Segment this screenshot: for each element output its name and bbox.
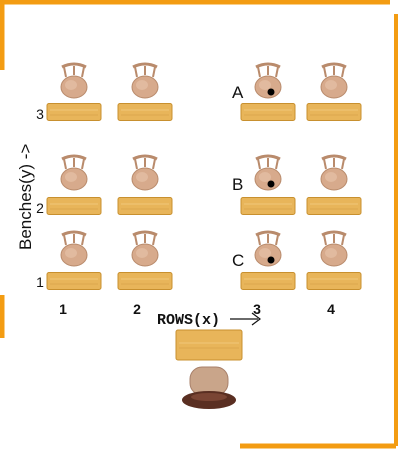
chair-icon — [320, 154, 348, 191]
position-label: C — [232, 251, 244, 270]
desk-icon — [240, 103, 296, 121]
chair-icon — [320, 230, 348, 267]
chair-icon — [254, 154, 282, 191]
x-axis-ticks: 1 2 3 4 — [59, 301, 335, 317]
chair-icon — [60, 230, 88, 267]
desk-icon — [46, 197, 102, 215]
chair-icon — [60, 62, 88, 99]
desk-icon — [117, 272, 173, 290]
y-tick-label: 2 — [36, 200, 44, 216]
chair-icon — [254, 62, 282, 99]
teacher-chair-icon — [182, 366, 236, 409]
y-axis-label: Benches(y) -> — [16, 144, 35, 250]
seat-grid — [46, 62, 362, 290]
desk-icon — [117, 197, 173, 215]
chair-icon — [60, 154, 88, 191]
teacher-area — [175, 329, 243, 409]
arrow-right-icon — [230, 312, 261, 326]
chair-icon — [131, 62, 159, 99]
wall-top-left — [0, 0, 390, 70]
desk-icon — [46, 272, 102, 290]
x-axis-label: ROWS(x) — [157, 312, 220, 329]
desk-icon — [46, 103, 102, 121]
x-tick-label: 2 — [133, 301, 141, 317]
position-label: B — [232, 175, 243, 194]
position-markers: A B C — [232, 83, 275, 270]
y-axis-ticks: 1 2 3 — [36, 106, 44, 290]
position-dot — [267, 88, 275, 96]
x-tick-label: 4 — [327, 301, 335, 317]
desk-icon — [240, 272, 296, 290]
desk-icon — [240, 197, 296, 215]
x-tick-label: 3 — [253, 301, 261, 317]
x-tick-label: 1 — [59, 301, 67, 317]
y-tick-label: 3 — [36, 106, 44, 122]
chair-icon — [131, 154, 159, 191]
teacher-desk-icon — [175, 329, 243, 361]
position-dot — [267, 256, 275, 264]
chair-icon — [131, 230, 159, 267]
desk-icon — [306, 103, 362, 121]
chair-icon — [320, 62, 348, 99]
position-label: A — [232, 83, 244, 102]
desk-icon — [117, 103, 173, 121]
y-tick-label: 1 — [36, 274, 44, 290]
chair-icon — [254, 230, 282, 267]
position-dot — [267, 180, 275, 188]
desk-icon — [306, 197, 362, 215]
desk-icon — [306, 272, 362, 290]
